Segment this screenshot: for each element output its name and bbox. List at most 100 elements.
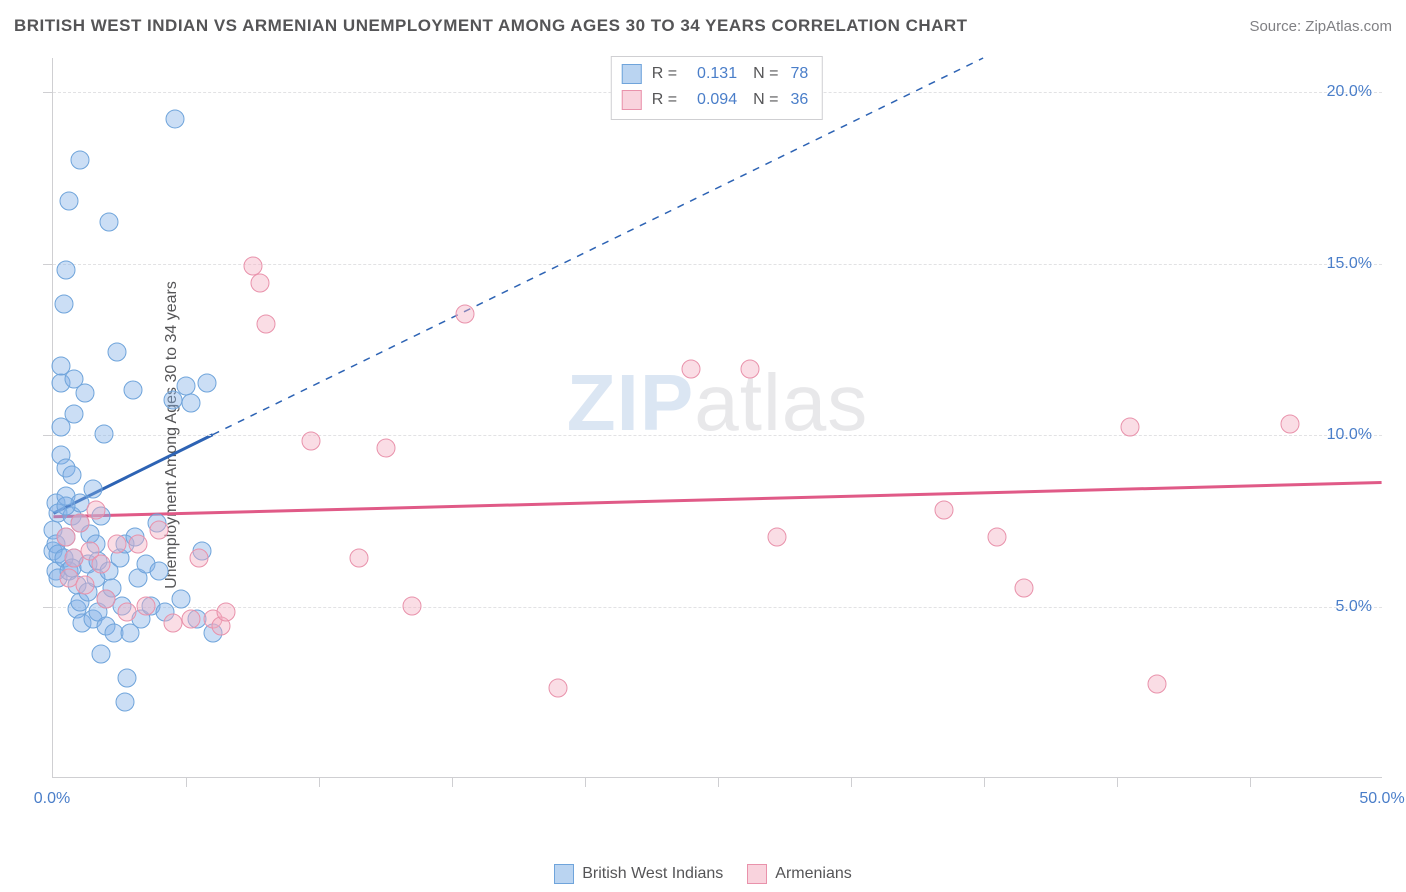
stat-n-label: N = <box>753 91 778 109</box>
stats-row: R = 0.094 N = 36 <box>622 87 808 113</box>
data-point-arm <box>107 534 126 553</box>
stat-r-value: 0.094 <box>685 91 737 109</box>
legend: British West Indians Armenians <box>0 864 1406 884</box>
y-tick <box>43 92 53 93</box>
data-point-arm <box>97 589 116 608</box>
x-tick <box>452 777 453 787</box>
x-tick <box>718 777 719 787</box>
legend-label: British West Indians <box>582 865 723 883</box>
data-point-arm <box>251 274 270 293</box>
data-point-arm <box>216 603 235 622</box>
data-point-arm <box>91 555 110 574</box>
y-tick <box>43 435 53 436</box>
data-point-bwi <box>94 425 113 444</box>
data-point-arm <box>86 500 105 519</box>
legend-item: Armenians <box>747 864 851 884</box>
legend-label: Armenians <box>775 865 851 883</box>
legend-item: British West Indians <box>554 864 723 884</box>
data-point-arm <box>767 528 786 547</box>
stat-n-label: N = <box>753 65 778 83</box>
data-point-bwi <box>118 668 137 687</box>
data-point-bwi <box>177 377 196 396</box>
data-point-arm <box>163 613 182 632</box>
data-point-bwi <box>57 260 76 279</box>
y-tick-label: 10.0% <box>1327 426 1372 444</box>
data-point-arm <box>75 576 94 595</box>
y-tick <box>43 264 53 265</box>
data-point-arm <box>256 315 275 334</box>
data-point-bwi <box>62 466 81 485</box>
data-point-arm <box>129 534 148 553</box>
x-tick <box>1250 777 1251 787</box>
y-tick-label: 15.0% <box>1327 255 1372 273</box>
data-point-bwi <box>198 373 217 392</box>
chart-title: BRITISH WEST INDIAN VS ARMENIAN UNEMPLOY… <box>14 16 968 36</box>
data-point-arm <box>682 360 701 379</box>
data-point-arm <box>349 548 368 567</box>
data-point-bwi <box>54 294 73 313</box>
plot-area: ZIPatlas 5.0%10.0%15.0%20.0% <box>52 58 1382 778</box>
y-tick-label: 5.0% <box>1336 598 1372 616</box>
y-tick-label: 20.0% <box>1327 83 1372 101</box>
header: BRITISH WEST INDIAN VS ARMENIAN UNEMPLOY… <box>14 16 1392 36</box>
stat-r-label: R = <box>652 91 677 109</box>
data-point-arm <box>137 596 156 615</box>
x-tick <box>319 777 320 787</box>
data-point-arm <box>403 596 422 615</box>
data-point-arm <box>376 438 395 457</box>
data-point-bwi <box>182 394 201 413</box>
gridline <box>53 435 1382 436</box>
data-point-arm <box>1147 675 1166 694</box>
data-point-bwi <box>166 109 185 128</box>
legend-swatch-icon <box>554 864 574 884</box>
stat-r-label: R = <box>652 65 677 83</box>
stat-r-value: 0.131 <box>685 65 737 83</box>
plot-container: Unemployment Among Ages 30 to 34 years Z… <box>42 50 1392 820</box>
trend-line <box>53 483 1381 517</box>
gridline <box>53 607 1382 608</box>
data-point-bwi <box>70 150 89 169</box>
data-point-bwi <box>150 562 169 581</box>
x-tick-label: 50.0% <box>1359 790 1404 808</box>
data-point-arm <box>1280 414 1299 433</box>
data-point-arm <box>243 257 262 276</box>
data-point-arm <box>190 548 209 567</box>
data-point-arm <box>740 360 759 379</box>
data-point-arm <box>182 610 201 629</box>
data-point-bwi <box>115 692 134 711</box>
stat-n-value: 36 <box>790 91 808 109</box>
data-point-arm <box>988 528 1007 547</box>
data-point-arm <box>456 305 475 324</box>
data-point-bwi <box>65 404 84 423</box>
x-tick <box>851 777 852 787</box>
data-point-bwi <box>57 497 76 516</box>
legend-swatch-icon <box>747 864 767 884</box>
data-point-bwi <box>107 342 126 361</box>
data-point-arm <box>1014 579 1033 598</box>
data-point-arm <box>935 500 954 519</box>
source-attribution: Source: ZipAtlas.com <box>1249 18 1392 35</box>
data-point-bwi <box>91 644 110 663</box>
x-tick <box>186 777 187 787</box>
data-point-bwi <box>59 192 78 211</box>
data-point-arm <box>549 678 568 697</box>
x-tick <box>585 777 586 787</box>
trend-line <box>213 58 983 435</box>
legend-swatch-icon <box>622 90 642 110</box>
stats-row: R =0.131N =78 <box>622 61 808 87</box>
data-point-arm <box>1121 418 1140 437</box>
data-point-bwi <box>75 384 94 403</box>
data-point-bwi <box>171 589 190 608</box>
data-point-bwi <box>83 480 102 499</box>
y-tick <box>43 607 53 608</box>
x-tick <box>1117 777 1118 787</box>
data-point-arm <box>150 521 169 540</box>
legend-swatch-icon <box>622 64 642 84</box>
data-point-bwi <box>123 380 142 399</box>
data-point-bwi <box>99 212 118 231</box>
stats-box: R =0.131N =78R =0.094N =36 <box>611 56 823 120</box>
data-point-arm <box>302 432 321 451</box>
x-tick-label: 0.0% <box>34 790 70 808</box>
data-point-arm <box>118 603 137 622</box>
x-tick <box>984 777 985 787</box>
